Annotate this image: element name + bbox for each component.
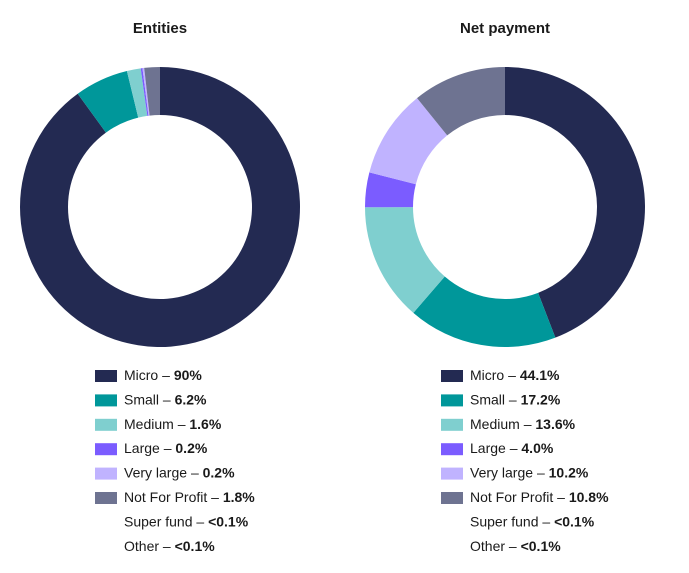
legend-label: Small – 17.2% (470, 391, 561, 407)
legend-category: Micro (124, 367, 158, 383)
legend-separator: – (162, 367, 170, 383)
donut-slice (417, 67, 505, 136)
legend-separator: – (524, 416, 532, 432)
donut-slice (77, 70, 139, 133)
donut-slice (142, 67, 150, 116)
legend-category: Small (124, 391, 159, 407)
legend-swatch (441, 492, 463, 504)
legend-label: Very large – 0.2% (124, 464, 235, 480)
legend-swatch (441, 394, 463, 407)
legend-separator: – (211, 489, 219, 505)
legend-label: Very large – 10.2% (470, 464, 589, 480)
legend-category: Micro (470, 367, 504, 383)
donut-slice (505, 67, 646, 338)
legend-label: Other – <0.1% (470, 538, 561, 554)
legend-swatch (95, 443, 117, 456)
legend-value: 44.1% (520, 367, 560, 383)
legend-separator: – (557, 489, 565, 505)
chart-title: Net payment (460, 20, 550, 37)
legend-label: Large – 0.2% (124, 440, 208, 456)
chart-title: Entities (133, 20, 187, 37)
donut-slice (413, 276, 556, 347)
legend-label: Not For Profit – 1.8% (124, 489, 255, 505)
legend-category: Medium (124, 416, 174, 432)
legend-label: Other – <0.1% (124, 538, 215, 554)
legend-category: Other (124, 538, 159, 554)
legend-swatch (95, 467, 117, 480)
legend-label: Super fund – <0.1% (124, 513, 249, 529)
legend-category: Not For Profit (470, 489, 553, 505)
legend-label: Micro – 90% (124, 367, 202, 383)
legend-label: Micro – 44.1% (470, 367, 560, 383)
legend-value: <0.1% (175, 538, 216, 554)
legend-value: 1.8% (223, 489, 255, 505)
donut-slice (140, 68, 149, 116)
legend-value: 1.6% (189, 416, 221, 432)
legend-separator: – (537, 464, 545, 480)
legend-separator: – (178, 416, 186, 432)
donut-slice (365, 172, 416, 208)
donut-slice (365, 207, 445, 313)
legend-swatch (95, 394, 117, 407)
legend-value: 13.6% (535, 416, 575, 432)
legend-value: <0.1% (554, 513, 595, 529)
legend-value: 10.2% (549, 464, 589, 480)
legend-separator: – (510, 440, 518, 456)
legend-value: <0.1% (521, 538, 562, 554)
legend-value: 17.2% (521, 391, 561, 407)
legend-category: Other (470, 538, 505, 554)
legend-label: Small – 6.2% (124, 391, 207, 407)
legend-category: Medium (470, 416, 520, 432)
legend-separator: – (509, 391, 517, 407)
legend-category: Not For Profit (124, 489, 207, 505)
legend-value: <0.1% (208, 513, 249, 529)
legend-category: Large (470, 440, 506, 456)
donut-slice (126, 68, 148, 118)
legend-category: Large (124, 440, 160, 456)
legend-separator: – (191, 464, 199, 480)
legend-category: Very large (124, 464, 187, 480)
donut-slice (144, 67, 160, 116)
legend-separator: – (164, 440, 172, 456)
legend-swatch (95, 370, 117, 382)
legend-separator: – (163, 538, 171, 554)
legend-value: 90% (174, 367, 203, 383)
legend-label: Not For Profit – 10.8% (470, 489, 609, 505)
legend-category: Small (470, 391, 505, 407)
legend-value: 4.0% (521, 440, 553, 456)
legend-label: Super fund – <0.1% (470, 513, 595, 529)
legend-category: Super fund (124, 513, 193, 529)
legend-swatch (441, 418, 463, 431)
legend-swatch (441, 467, 463, 480)
legend-category: Super fund (470, 513, 539, 529)
legend-separator: – (542, 513, 550, 529)
legend-value: 10.8% (569, 489, 609, 505)
legend-separator: – (509, 538, 517, 554)
legend-separator: – (163, 391, 171, 407)
legend-swatch (441, 370, 463, 382)
legend-swatch (441, 443, 463, 456)
legend-label: Medium – 13.6% (470, 416, 576, 432)
legend-swatch (95, 418, 117, 431)
donut-slice (19, 67, 300, 347)
legend-value: 0.2% (175, 440, 207, 456)
legend-value: 0.2% (203, 464, 235, 480)
legend-label: Medium – 1.6% (124, 416, 222, 432)
legend-category: Very large (470, 464, 533, 480)
legend-separator: – (196, 513, 204, 529)
legend-separator: – (508, 367, 516, 383)
legend-swatch (95, 492, 117, 504)
donut-slice (369, 98, 448, 185)
legend-value: 6.2% (175, 391, 207, 407)
legend-label: Large – 4.0% (470, 440, 554, 456)
